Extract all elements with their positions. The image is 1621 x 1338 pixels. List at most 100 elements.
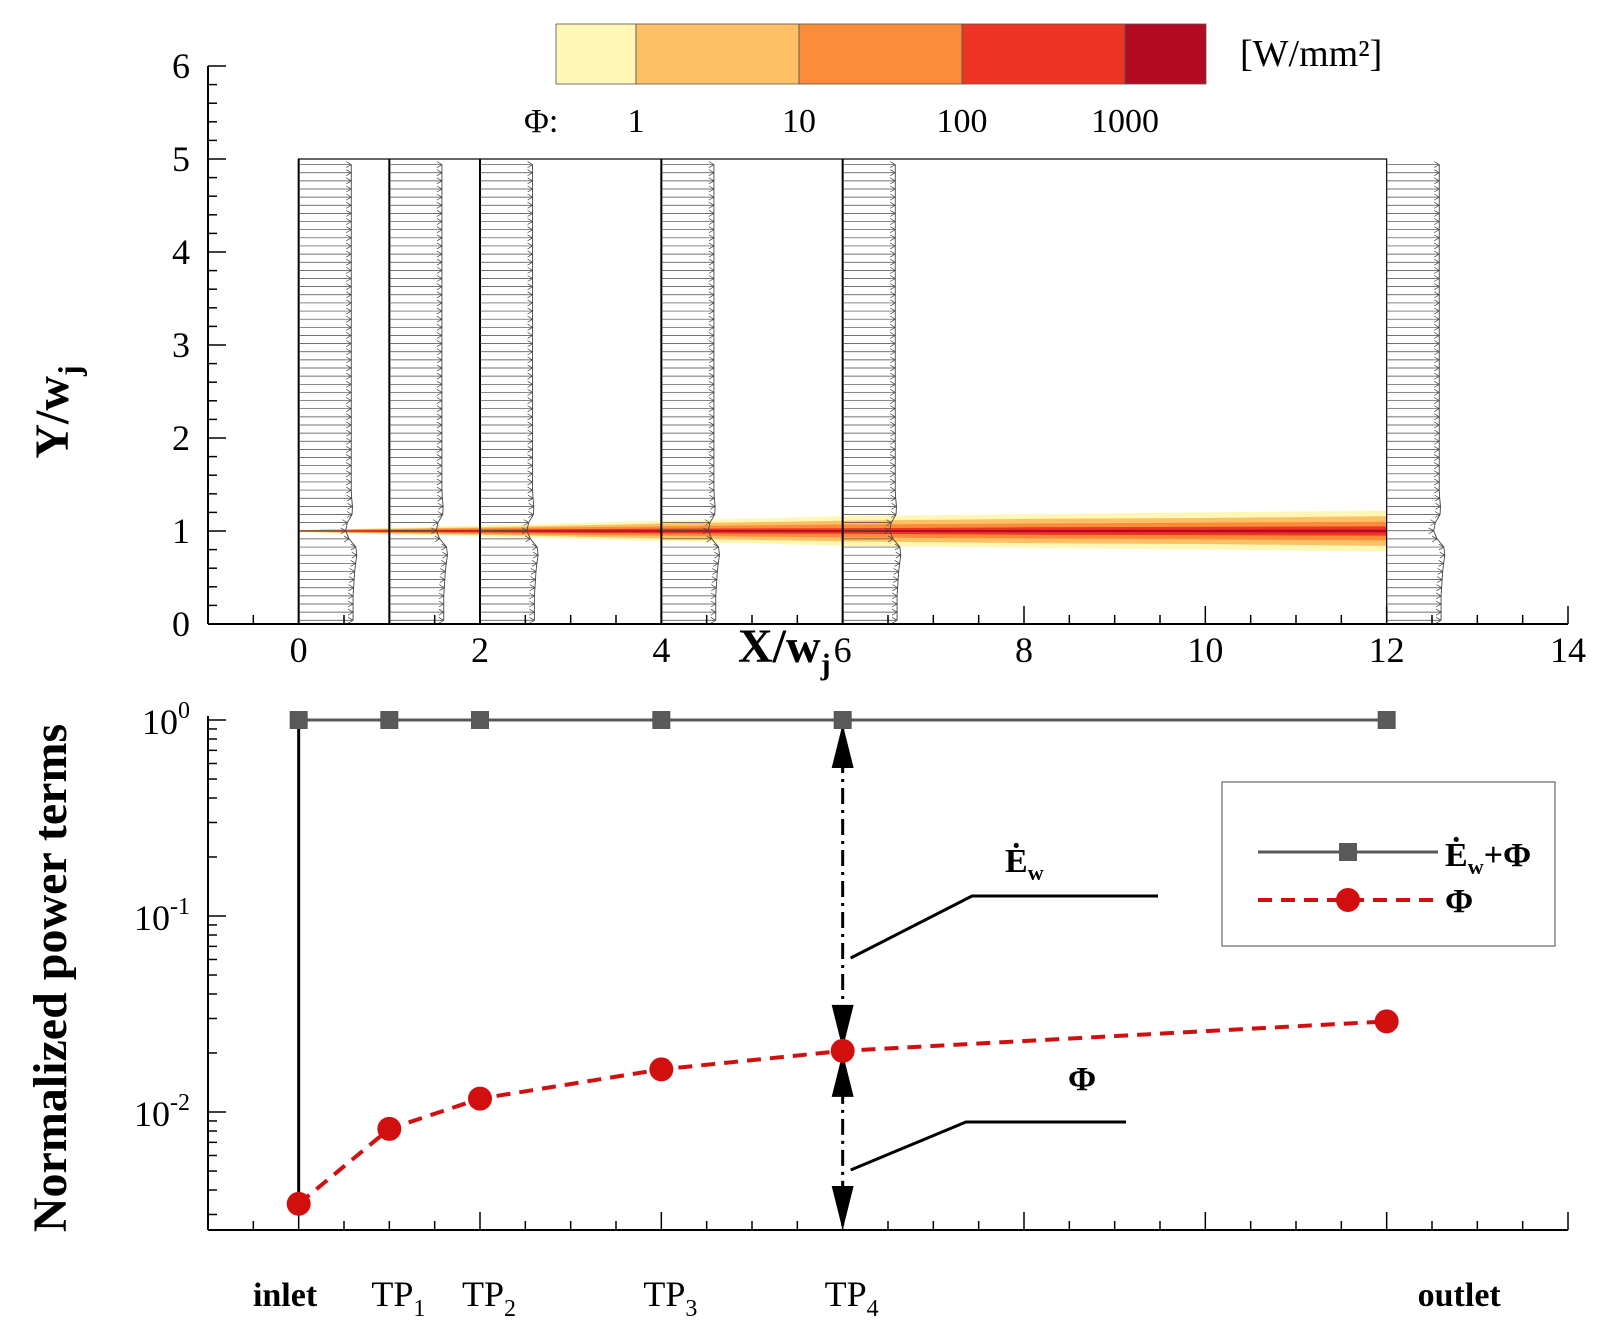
top-y-tick-label: 6 [172, 46, 190, 86]
colorbar-swatches [555, 23, 1207, 85]
top-y-tick-label: 1 [172, 511, 190, 551]
velocity-profiles [297, 159, 1446, 624]
colorbar-tick-label: 1 [628, 103, 645, 140]
top-x-tick-label: 6 [834, 630, 852, 670]
colorbar-swatch [961, 23, 1126, 85]
bottom-y-axis-label: Normalized power terms [24, 724, 77, 1232]
x-label-sub: 2 [504, 1296, 516, 1322]
bottom-y-tick-label: 10-1 [134, 894, 190, 938]
legend-label-phi: Φ [1445, 883, 1473, 920]
top-y-tick-label: 4 [172, 232, 190, 272]
velocity-profile-envelope [1433, 164, 1446, 621]
top-y-tick-label: 0 [172, 604, 190, 644]
arrow-ew-head-top [831, 724, 854, 768]
series-line-phi [297, 1019, 1387, 1206]
colorbar-swatch [798, 23, 963, 85]
bottom-x-label: TP4 [825, 1274, 879, 1322]
tick-exponent: -2 [170, 1090, 190, 1116]
bottom-x-label: TP3 [643, 1274, 697, 1322]
tick-base: 10 [142, 702, 178, 742]
bottom-y-tick-label: 10-2 [134, 1090, 190, 1134]
colorbar: [W/mm²] Φ: 1 10 100 1000 [524, 23, 1382, 140]
marker-phi [649, 1057, 674, 1082]
annotation-ew-sub: w [1028, 860, 1044, 885]
bottom-x-label: TP1 [371, 1274, 425, 1322]
top-x-tick-label: 14 [1550, 630, 1586, 670]
top-x-tick-label: 4 [652, 630, 670, 670]
x-label-sub: 1 [413, 1296, 425, 1322]
colorbar-swatch [555, 23, 637, 85]
marker-sum [289, 711, 308, 729]
x-label-main: TP [371, 1274, 413, 1314]
marker-sum [471, 711, 489, 729]
colorbar-tick-labels: 1 10 100 1000 [628, 103, 1160, 140]
legend: Ėw+Φ Φ [1221, 781, 1556, 947]
bottom-x-label: inlet [253, 1277, 318, 1314]
top-x-label-sub: j [820, 648, 831, 681]
x-label-main: TP [825, 1274, 867, 1314]
marker-sum [380, 711, 399, 729]
top-x-tick-label: 2 [471, 630, 489, 670]
legend-box [1221, 781, 1556, 947]
bottom-x-label: TP2 [462, 1274, 516, 1322]
colorbar-prefix: Φ: [524, 103, 558, 140]
legend-marker-sum [1339, 843, 1357, 861]
top-x-tick-label: 12 [1369, 630, 1405, 670]
bottom-y-tick-label: 100 [142, 698, 190, 742]
bottom-x-label: outlet [1418, 1277, 1502, 1314]
legend-sum-tail: +Φ [1484, 837, 1532, 874]
marker-phi [830, 1038, 855, 1063]
colorbar-swatch [1124, 23, 1207, 85]
bottom-series [286, 711, 1399, 1230]
marker-phi [377, 1116, 402, 1141]
velocity-profile-envelope [707, 164, 720, 621]
velocity-profile-envelope [526, 164, 539, 621]
top-y-tick-label: 5 [172, 139, 190, 179]
arrow-phi-head-top [831, 1052, 854, 1097]
arrow-phi-head-bottom [831, 1186, 854, 1230]
legend-marker-phi [1336, 888, 1360, 912]
x-label-main: outlet [1418, 1277, 1502, 1314]
colorbar-tick-label: 100 [937, 103, 988, 140]
tick-exponent: -1 [170, 894, 190, 920]
colorbar-swatch [635, 23, 800, 85]
top-x-label-main: X/w [738, 620, 821, 673]
bottom-annotations: Ėw Φ [1005, 842, 1096, 1098]
top-y-label-main: Y/w [26, 376, 79, 459]
x-label-main: inlet [253, 1277, 318, 1314]
top-y-tick-label: 2 [172, 418, 190, 458]
legend-sum-sub: w [1468, 854, 1484, 879]
legend-label-sum: Ėw+Φ [1445, 836, 1531, 879]
top-x-tick-label: 0 [290, 630, 308, 670]
annotation-ew-main: Ė [1005, 842, 1028, 880]
x-label-main: TP [462, 1274, 504, 1314]
x-label-sub: 3 [685, 1296, 697, 1322]
tick-base: 10 [134, 898, 170, 938]
top-x-tick-label: 8 [1015, 630, 1033, 670]
top-y-axis-label: Y/wj [26, 365, 87, 458]
arrow-ew-head-bottom [831, 1004, 854, 1049]
marker-sum [652, 711, 671, 729]
colorbar-unit: [W/mm²] [1240, 33, 1382, 75]
annotation-ew-leader [849, 894, 1158, 960]
tick-base: 10 [134, 1094, 170, 1134]
marker-phi [1374, 1009, 1399, 1034]
marker-phi [286, 1191, 311, 1216]
x-label-sub: 4 [867, 1296, 879, 1322]
marker-phi [468, 1086, 492, 1111]
velocity-profile-envelope [345, 164, 358, 621]
annotation-phi: Φ [1068, 1061, 1096, 1098]
annotation-phi-leader [850, 1120, 1126, 1172]
top-x-tick-label: 10 [1187, 630, 1223, 670]
tick-exponent: 0 [178, 698, 190, 724]
x-label-main: TP [643, 1274, 685, 1314]
legend-sum-main: Ė [1445, 836, 1468, 874]
marker-sum [1377, 711, 1396, 729]
marker-sum [833, 711, 852, 729]
top-y-label-sub: j [51, 365, 87, 377]
